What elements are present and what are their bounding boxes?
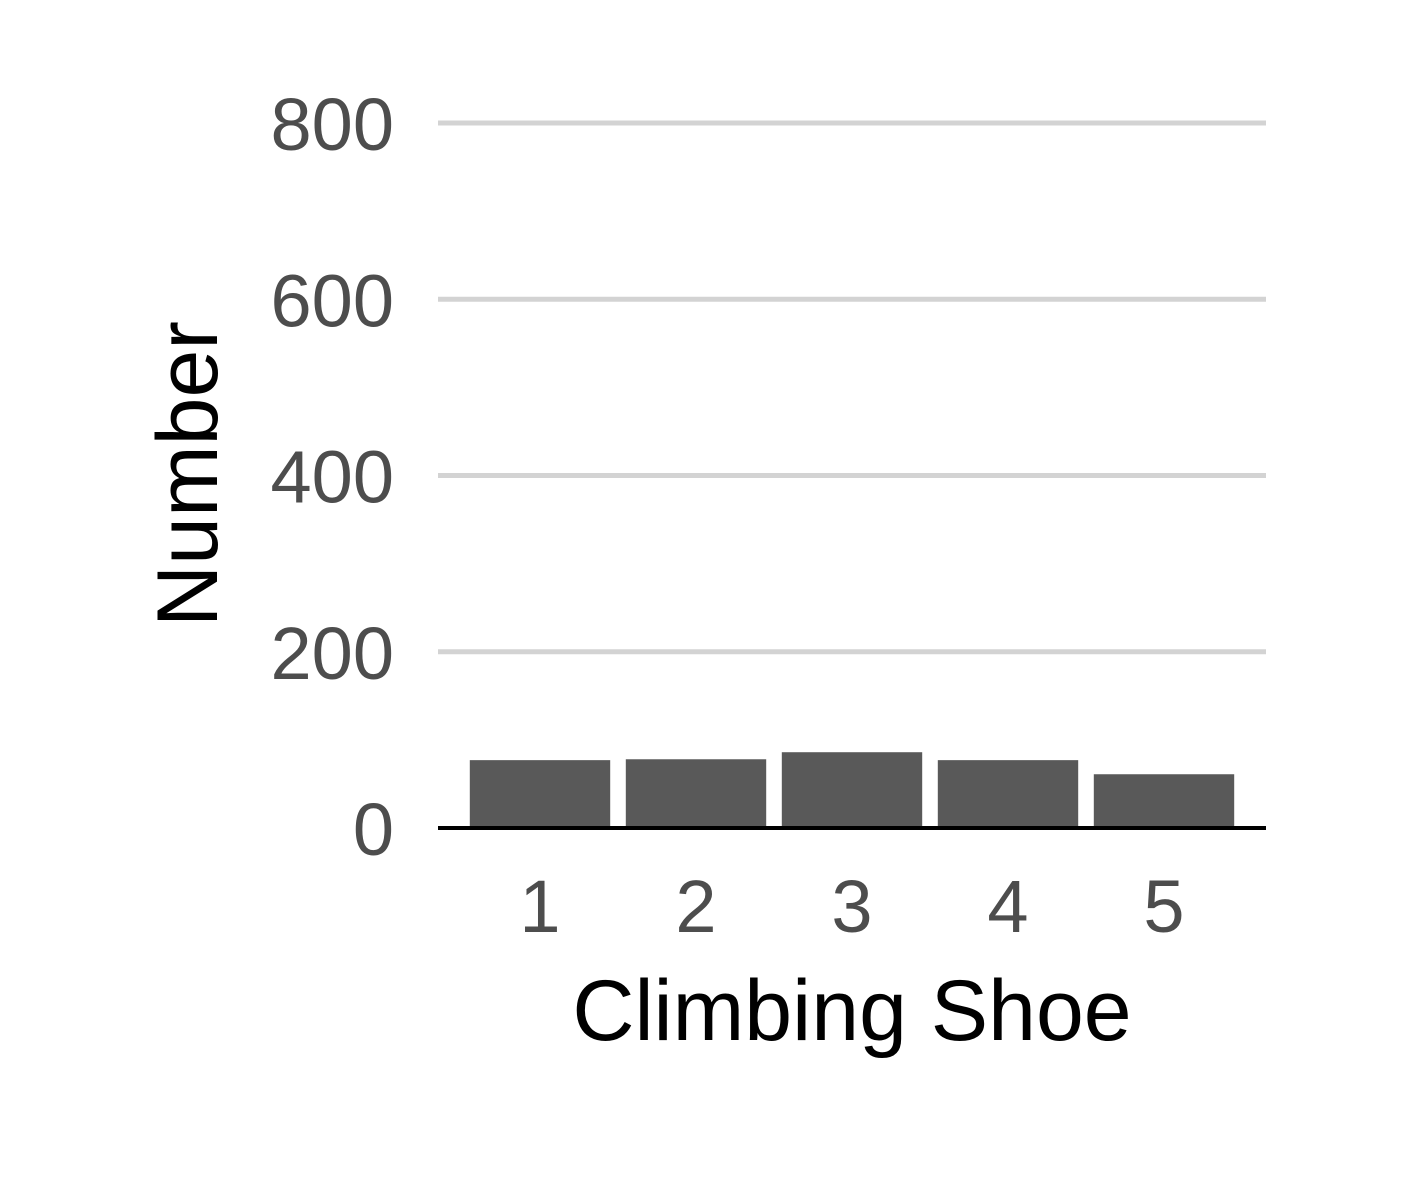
bar-1 xyxy=(469,760,611,828)
x-axis-title: Climbing Shoe xyxy=(572,963,1131,1059)
gridlines xyxy=(438,120,1266,655)
y-tick-label: 200 xyxy=(271,612,394,695)
x-tick-label: 2 xyxy=(675,865,716,948)
bar-2 xyxy=(625,759,767,828)
y-axis-title: Number xyxy=(140,321,236,627)
y-tick-label: 600 xyxy=(271,259,394,342)
x-tick-label: 4 xyxy=(987,865,1028,948)
x-tick-label: 5 xyxy=(1143,865,1184,948)
x-tick-label: 3 xyxy=(831,865,872,948)
x-tick-label: 1 xyxy=(519,865,560,948)
bar-5 xyxy=(1093,774,1235,828)
bar-3 xyxy=(781,752,923,828)
x-axis-ticks: 1 2 3 4 5 xyxy=(519,865,1184,948)
y-axis-ticks: 0 200 400 600 800 xyxy=(271,83,394,871)
y-tick-label: 800 xyxy=(271,83,394,166)
bar-4 xyxy=(937,760,1079,828)
y-tick-label: 400 xyxy=(271,436,394,519)
bars xyxy=(469,752,1235,828)
y-tick-label: 0 xyxy=(353,788,394,871)
